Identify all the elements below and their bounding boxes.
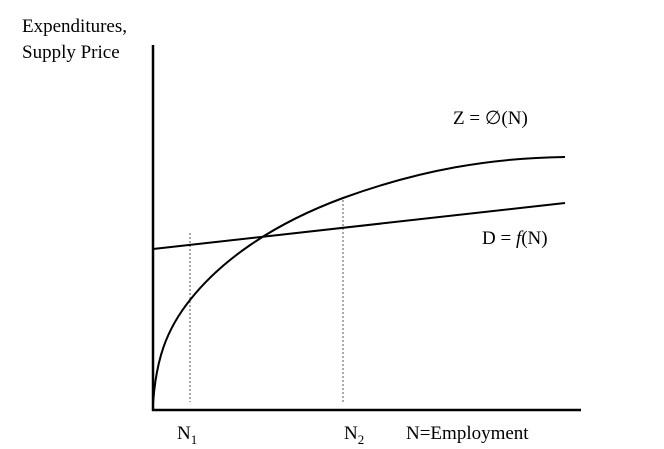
z-curve	[152, 156, 566, 405]
marker-label: N2	[344, 423, 364, 447]
z-curve-label: Z = ∅(N)	[453, 108, 528, 129]
d-curve	[152, 202, 566, 250]
y-axis-label-line: Supply Price	[22, 42, 120, 63]
marker-label: N1	[177, 423, 197, 447]
x-axis-label: N=Employment	[406, 423, 529, 444]
y-axis-label-line: Expenditures,	[22, 16, 127, 37]
d-curve-label: D = f(N)	[482, 228, 548, 249]
